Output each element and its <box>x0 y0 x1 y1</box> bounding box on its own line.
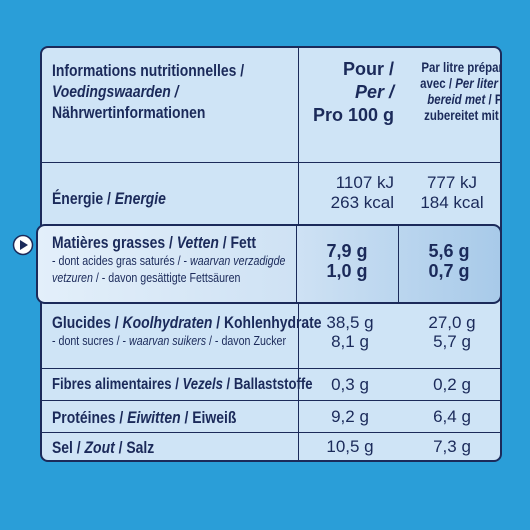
header-label-fr: Informations nutritionnelles / <box>52 61 245 80</box>
carbs-per100-sugar: 8,1 g <box>331 332 369 351</box>
row-fibre-label: Fibres alimentaires / Vezels / Ballastst… <box>52 377 370 393</box>
fat-per100: 7,9 g <box>326 241 368 261</box>
fat-label-de: / Fett <box>218 233 257 252</box>
energy-perlitre-kj: 777 kJ <box>426 173 478 192</box>
header-perlitre-nl: Per liter <box>455 75 498 91</box>
fat-sub1-nl: waarvan verzadigde <box>190 253 286 268</box>
energy-per100-kj: 1107 kJ <box>335 173 394 192</box>
header-perlitre-de: / Pro Liter <box>488 91 502 107</box>
salt-label-nl: Zout <box>84 438 115 457</box>
carbs-perlitre-sugar: 5,7 g <box>433 332 471 351</box>
fat-sub2-de: / - davon gesättigte Fettsäuren <box>92 270 241 285</box>
salt-label-fr: Sel / <box>52 438 85 457</box>
row-protein-label: Protéines / Eiwitten / Eiweiß <box>52 409 277 426</box>
divider <box>42 162 500 163</box>
header-per100-fr: Pour / <box>342 59 394 79</box>
row-energy-label: Énergie / Energie <box>52 190 191 207</box>
fat-label-nl: Vetten <box>176 233 219 252</box>
energy-label-nl: Energie <box>114 189 166 208</box>
divider <box>42 432 500 433</box>
column-divider-perlitre <box>398 226 399 302</box>
header-perlitre-nl2: bereid met <box>427 91 486 107</box>
header-per100: Pour / Per / Pro 100 g <box>298 60 402 124</box>
energy-label-fr: Énergie / <box>52 189 115 208</box>
row-fat-perlitre: 5,6 g 0,7 g <box>398 242 500 280</box>
carbs-label-fr: Glucides / <box>52 313 123 332</box>
carbs-sub-fr: - dont sucres / - <box>52 333 130 348</box>
row-protein-perlitre: 6,4 g <box>433 407 471 426</box>
carbs-per100: 38,5 g <box>326 313 374 332</box>
fat-perlitre: 5,6 g <box>428 241 470 261</box>
row-fat-per100: 7,9 g 1,0 g <box>296 242 398 280</box>
carbs-label-nl: Koolhydraten <box>122 313 213 332</box>
header-perlitre-fr: Par litre préparé <box>421 59 502 75</box>
carbs-perlitre: 27,0 g <box>428 313 476 332</box>
header-per100-nl: Per / <box>354 82 394 102</box>
header-label-de: Nährwertinformationen <box>52 103 206 122</box>
carbs-sub-nl: waarvan suikers <box>129 333 207 348</box>
header-per100-de: Pro 100 g <box>312 105 394 125</box>
fat-label-fr: Matières grasses / <box>52 233 177 252</box>
header-perlitre-de2: zubereitet mit 70 g <box>424 107 500 123</box>
row-carbs-per100: 38,5 g 8,1 g <box>298 314 402 350</box>
header-perlitre-fr2: avec / <box>420 75 456 91</box>
row-carbs-label: Glucides / Koolhydraten / Kohlenhydrate … <box>52 314 381 348</box>
energy-perlitre-kcal: 184 kcal <box>420 193 484 212</box>
column-divider-per100 <box>296 226 297 302</box>
divider <box>42 400 500 401</box>
protein-label-fr: Protéines / <box>52 408 128 427</box>
row-fat-label: Matières grasses / Vetten / Fett - dont … <box>52 234 337 285</box>
fat-sub2-nl: vetzuren <box>52 270 93 285</box>
fat-perlitre-sat: 0,7 g <box>428 261 470 281</box>
header-label: Informations nutritionnelles / Voedingsw… <box>52 62 286 121</box>
highlighted-row-fat: Matières grasses / Vetten / Fett - dont … <box>36 224 502 304</box>
fibre-label-de: / Ballaststoffe <box>222 376 313 393</box>
fibre-label-nl: Vezels <box>182 376 223 393</box>
row-carbs-perlitre: 27,0 g 5,7 g <box>402 313 500 351</box>
row-energy-per100: 1107 kJ 263 kcal <box>298 174 402 211</box>
row-salt-label: Sel / Zout / Salz <box>52 439 177 456</box>
row-salt-perlitre: 7,3 g <box>433 437 471 456</box>
carbs-label-de: / Kohlenhydrate <box>212 313 322 332</box>
row-fibre-perlitre: 0,2 g <box>433 375 471 394</box>
fibre-label-fr: Fibres alimentaires / <box>52 376 183 393</box>
row-protein-per100: 9,2 g <box>331 407 369 426</box>
row-salt-per100: 10,5 g <box>326 437 374 456</box>
row-energy-perlitre: 777 kJ 184 kcal <box>402 173 500 212</box>
header-label-nl: Voedingswaarden / <box>52 82 179 101</box>
divider <box>42 368 500 369</box>
salt-label-de: / Salz <box>114 438 155 457</box>
carbs-sub-de: / - davon Zucker <box>206 333 287 348</box>
energy-per100-kcal: 263 kcal <box>330 193 394 212</box>
fat-per100-sat: 1,0 g <box>326 261 368 281</box>
header-perlitre: Par litre préparé avec / Per liter berei… <box>402 59 502 123</box>
play-circle-icon <box>12 234 34 256</box>
row-fibre-per100: 0,3 g <box>331 375 369 394</box>
protein-label-nl: Eiwitten <box>127 408 181 427</box>
protein-label-de: / Eiweiß <box>180 408 237 427</box>
fat-sub1-fr: - dont acides gras saturés / - <box>52 253 191 268</box>
